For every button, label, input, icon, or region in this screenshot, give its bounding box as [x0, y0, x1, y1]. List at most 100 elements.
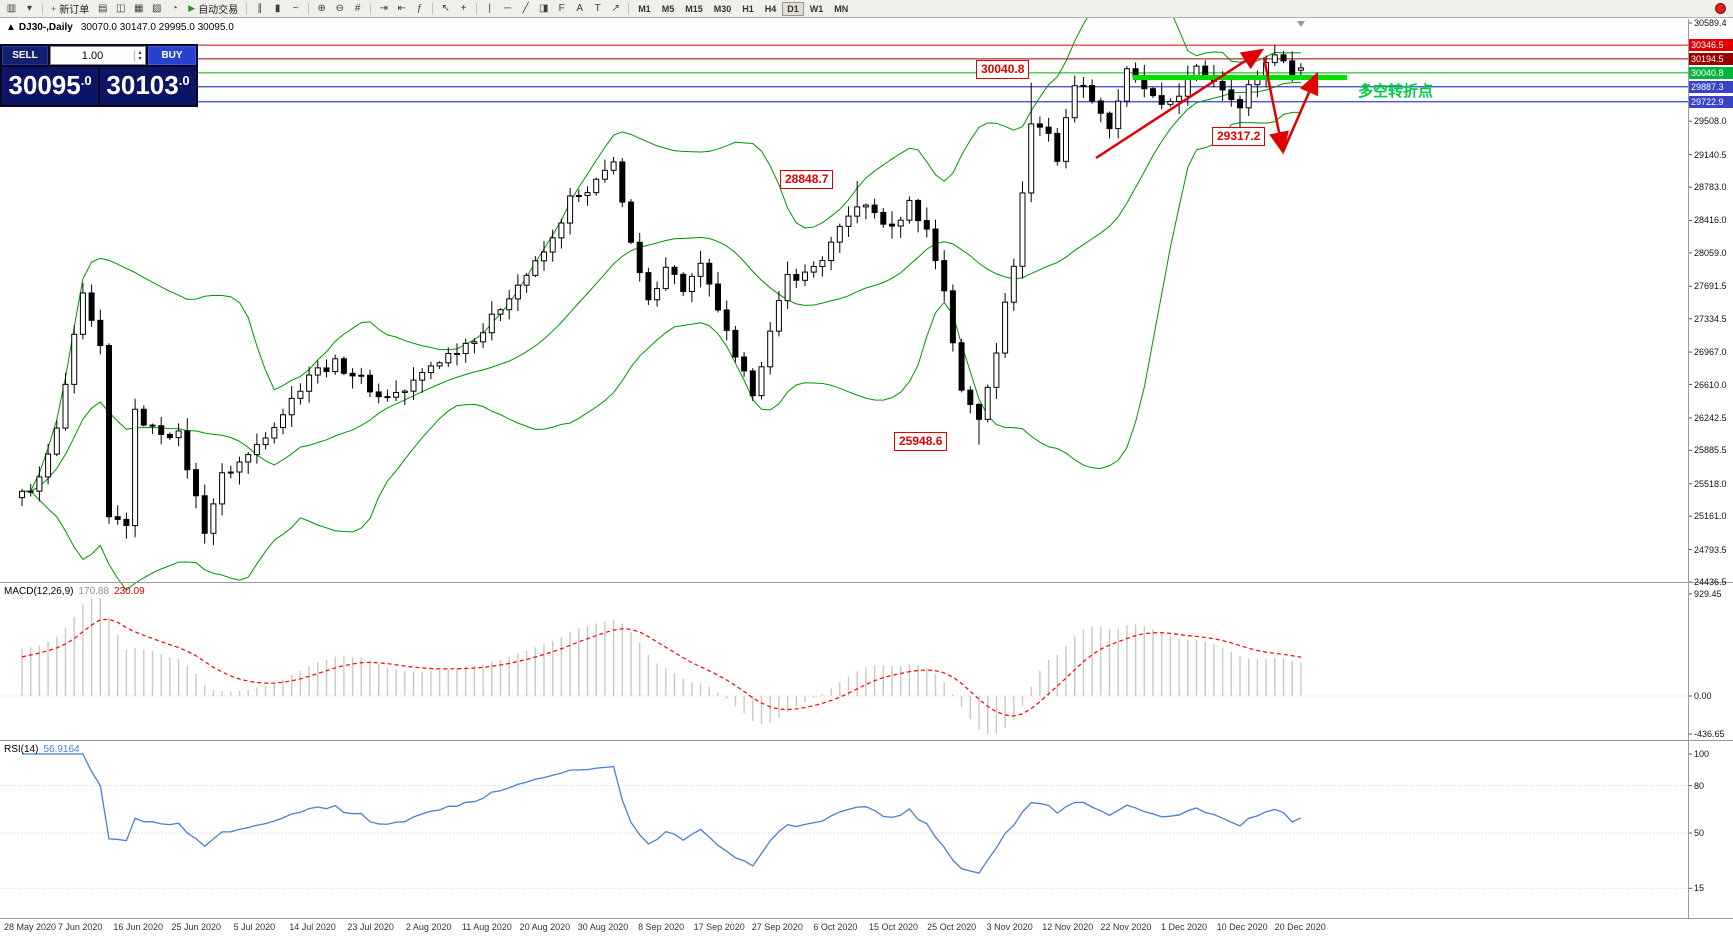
rsi-line: [22, 753, 1302, 874]
rsi-name: RSI(14): [4, 744, 39, 755]
arrows-button[interactable]: ↗: [607, 1, 624, 16]
macd-pane-label: MACD(12,26,9) 170.88 230.09: [4, 586, 145, 597]
annotation-price-label[interactable]: 25948.6: [894, 432, 948, 451]
data-window-button[interactable]: ◫: [112, 1, 129, 16]
price-axis-tick: 27334.5: [1694, 313, 1727, 324]
ask-decimal: .0: [178, 73, 190, 88]
date-axis-label: 20 Aug 2020: [519, 922, 571, 932]
price-axis-border: [1688, 19, 1689, 918]
timeframe-m30-button[interactable]: M30: [709, 2, 737, 16]
sell-button[interactable]: SELL: [2, 46, 48, 65]
volume-input[interactable]: 1.00 ▴ ▾: [50, 46, 146, 65]
date-axis-label: 25 Oct 2020: [927, 922, 977, 932]
zoom-in-button[interactable]: ⊕: [313, 1, 330, 16]
chart-shift-button[interactable]: ⇤: [393, 1, 410, 16]
autotrading-button[interactable]: ▶ 自动交易: [184, 1, 242, 16]
one-click-trading-panel: SELL 1.00 ▴ ▾ BUY 30095.0 30103.0: [0, 44, 198, 107]
timeframe-m15-button[interactable]: M15: [680, 2, 708, 16]
timeframe-w1-button[interactable]: W1: [805, 2, 829, 16]
bid-price-display[interactable]: 30095.0: [2, 67, 98, 105]
volume-spinner[interactable]: ▴ ▾: [134, 49, 145, 62]
bar-chart-button[interactable]: ∥: [251, 1, 268, 16]
indicators-button[interactable]: ƒ: [411, 1, 428, 16]
symbol-period-label: DJ30-,Daily: [18, 22, 73, 33]
price-axis-tick: 25161.0: [1694, 511, 1727, 522]
timeframe-h4-button[interactable]: H4: [760, 2, 782, 16]
ask-price-display[interactable]: 30103.0: [100, 67, 196, 105]
date-axis-label: 7 Jun 2020: [57, 922, 103, 932]
date-axis-label: 14 Jul 2020: [289, 922, 336, 932]
candles-layer: [19, 45, 1304, 546]
date-axis-label: 2 Aug 2020: [405, 922, 452, 932]
date-axis-label: 20 Dec 2020: [1274, 922, 1326, 932]
auto-scroll-button[interactable]: ⇥: [375, 1, 392, 16]
price-axis-tick: 28059.0: [1694, 247, 1727, 258]
text-button[interactable]: T: [589, 1, 606, 16]
equidistant-channel-button[interactable]: ◨: [535, 1, 552, 16]
line-chart-button[interactable]: ~: [287, 1, 304, 16]
new-order-button[interactable]: + 新订单: [47, 1, 93, 17]
date-axis-label: 27 Sep 2020: [751, 922, 803, 932]
pane-separator[interactable]: [0, 740, 1733, 741]
toolbar-separator: [370, 2, 372, 15]
spinner-down-icon[interactable]: ▾: [138, 55, 142, 62]
annotation-price-label[interactable]: 30040.8: [976, 60, 1030, 79]
vertical-line-button[interactable]: |: [481, 1, 498, 16]
price-axis-tick: 26967.0: [1694, 347, 1727, 358]
buy-button[interactable]: BUY: [148, 46, 196, 65]
macd-name: MACD(12,26,9): [4, 586, 74, 597]
timeframe-mn-button[interactable]: MN: [829, 2, 853, 16]
market-watch-button[interactable]: ▤: [94, 1, 111, 16]
new-chart-button[interactable]: ▥: [3, 1, 20, 16]
text-label-button[interactable]: A: [571, 1, 588, 16]
timeframe-d1-button[interactable]: D1: [782, 1, 804, 16]
spinner-up-icon[interactable]: ▴: [138, 49, 142, 56]
price-level-chip: 29887.3: [1689, 80, 1733, 93]
toolbar-separator: [432, 2, 434, 15]
trendline-button[interactable]: ╱: [517, 1, 534, 16]
trend-arrows[interactable]: [1095, 48, 1319, 160]
price-level-chip: 30040.8: [1689, 66, 1733, 79]
horizontal-line-button[interactable]: ─: [499, 1, 516, 16]
toolbar-separator: [628, 2, 630, 15]
timeframe-m5-button[interactable]: M5: [657, 2, 680, 16]
strategy-tester-button[interactable]: ◔: [166, 1, 183, 16]
price-axis-tick: 29508.0: [1694, 116, 1727, 127]
pane-separator[interactable]: [0, 582, 1733, 583]
price-axis-tick: 27691.5: [1694, 281, 1727, 292]
macd-axis-tick: -436.65: [1694, 729, 1725, 739]
bull-bear-turning-point-note[interactable]: 多空转折点: [1358, 83, 1434, 100]
price-axis-tick: 30589.4: [1694, 18, 1727, 28]
navigator-button[interactable]: ▦: [130, 1, 147, 16]
annotation-price-label[interactable]: 28848.7: [780, 170, 834, 189]
fibonacci-button[interactable]: F: [553, 1, 570, 16]
crosshair-button[interactable]: +: [455, 1, 472, 16]
chart-shift-marker-icon: [1297, 21, 1305, 27]
bid-decimal: .0: [80, 73, 92, 88]
volume-value: 1.00: [81, 49, 104, 62]
annotation-price-label[interactable]: 29317.2: [1212, 127, 1266, 146]
toolbar: ▥ ▾ + 新订单 ▤ ◫ ▦ ▧ ◔ ▶ 自动交易 ∥ ▮ ~ ⊕ ⊖ # ⇥ ⇤ ƒ ↖ + | ─ ╱ ◨ F A T ↗ M1 M5 M…: [0, 0, 1733, 18]
candlestick-chart-button[interactable]: ▮: [269, 1, 286, 16]
date-axis-label: 1 Dec 2020: [1160, 922, 1208, 932]
zoom-out-button[interactable]: ⊖: [331, 1, 348, 16]
chart-profiles-button[interactable]: ▾: [21, 1, 38, 16]
timeframe-h1-button[interactable]: H1: [737, 2, 759, 16]
price-axis-tick: 29140.5: [1694, 149, 1727, 160]
toolbar-separator: [42, 2, 43, 15]
symbol-marker-icon: ▲: [6, 22, 16, 33]
date-axis-label: 10 Dec 2020: [1216, 922, 1268, 932]
grid-button[interactable]: #: [349, 1, 366, 16]
macd-signal-value: 230.09: [114, 586, 145, 597]
autotrading-button-label: 自动交易: [198, 5, 239, 16]
date-axis-label: 8 Sep 2020: [638, 922, 685, 932]
cursor-button[interactable]: ↖: [437, 1, 454, 16]
price-axis-tick: 26242.5: [1694, 412, 1727, 423]
terminal-button[interactable]: ▧: [148, 1, 165, 16]
date-axis-label: 12 Nov 2020: [1042, 922, 1094, 932]
rsi-axis-tick: 15: [1694, 883, 1705, 894]
record-icon[interactable]: [1715, 3, 1726, 14]
timeframe-m1-button[interactable]: M1: [633, 2, 656, 16]
